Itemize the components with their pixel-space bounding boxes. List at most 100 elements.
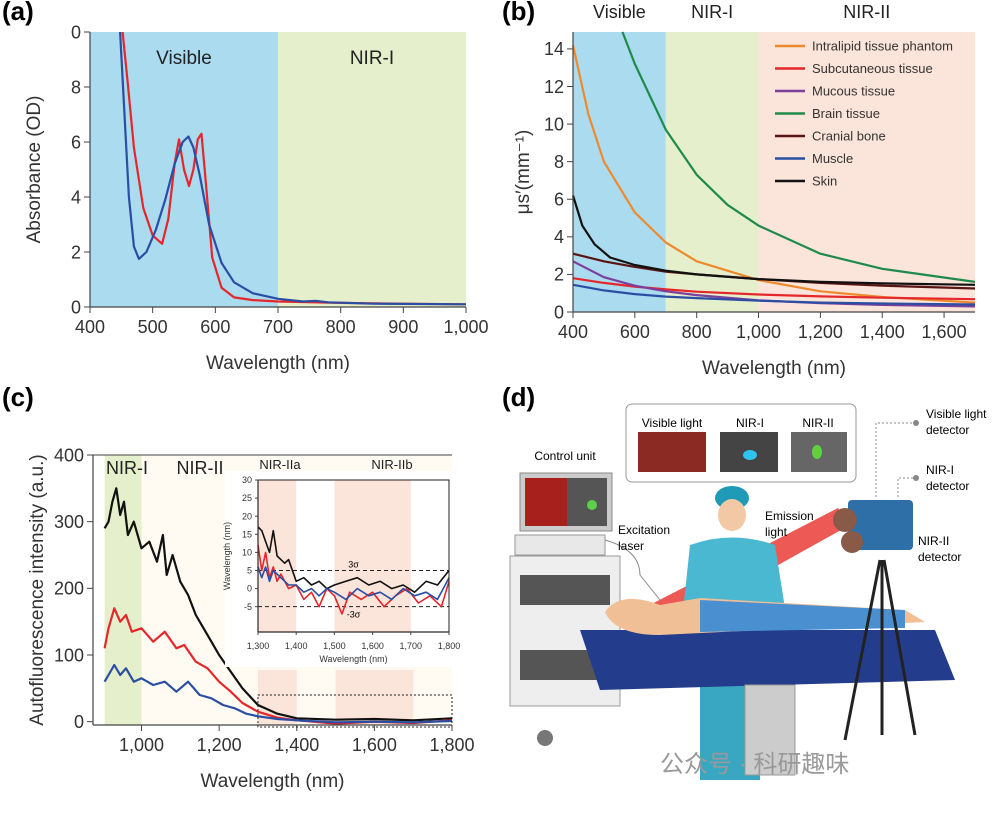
excitation-label: Excitation (618, 523, 670, 537)
y-tick-label: 100 (54, 645, 84, 665)
threshold-label: -3σ (347, 610, 361, 620)
series-line-subcutaneous-tissue (572, 277, 976, 301)
y-tick-label: 4 (71, 187, 81, 207)
x-tick-label: 1,400 (860, 322, 905, 342)
leader-dot (913, 420, 919, 426)
callout-label-nir2: NIR-II (802, 416, 833, 430)
y-tick-label: 10 (544, 114, 564, 134)
detector-label: Visible light (926, 407, 987, 421)
x-tick-label: 1,500 (323, 641, 346, 651)
x-tick-label: 1,300 (247, 641, 270, 651)
y-axis-label: Wavelength (nm) (222, 522, 232, 590)
x-tick-label: 600 (620, 322, 650, 342)
detector-label: detector (918, 550, 961, 564)
detector-label: NIR-I (926, 463, 954, 477)
x-tick-label: 400 (75, 317, 105, 337)
panel-a-chart: Visible NIR-I 400 500 600 700 800 900 1,000 0 2 4 6 8… (24, 22, 489, 374)
region-label: NIR-II (177, 458, 224, 478)
x-tick-label: 500 (138, 317, 168, 337)
x-tick-label: 1,700 (400, 641, 423, 651)
y-tick-label: 2 (554, 265, 564, 285)
x-tick-label: 800 (326, 317, 356, 337)
region-label: Visible (156, 48, 212, 69)
detector-lens (833, 508, 857, 532)
panel-label-a: (a) (2, 0, 34, 26)
y-tick-label: 30 (242, 475, 252, 485)
x-tick-label: 1,000 (119, 735, 164, 755)
x-tick-label: 1,600 (361, 641, 384, 651)
panel-b-chart: Visible NIR-I NIR-II 400 600 800 1,000 1,200 1,4… (513, 2, 976, 379)
y-axis-label: μs′(mm⁻¹) (513, 130, 534, 215)
callout-label-nir1: NIR-I (736, 416, 764, 430)
region-label: NIR-I (106, 458, 148, 478)
x-tick-label: 1,400 (285, 641, 308, 651)
tripod (843, 559, 917, 741)
x-tick-label: 400 (558, 322, 588, 342)
series-line-intralipid-tissue-phantom (571, 44, 976, 304)
x-tick-label: 1,800 (438, 641, 461, 651)
y-tick-label: 25 (242, 493, 252, 503)
series-line (257, 566, 450, 601)
x-tick-label: 1,600 (922, 322, 967, 342)
y-tick-label: 2 (71, 242, 81, 262)
y-tick-label: 300 (54, 512, 84, 532)
panel-label-d: (d) (502, 382, 536, 412)
threshold-label: 3σ (348, 559, 359, 569)
watermark: 公众号 · 科研趣味 (660, 751, 849, 778)
legend-label: Cranial bone (812, 129, 886, 144)
x-tick-label: 700 (263, 317, 293, 337)
x-axis-label: Wavelength (nm) (206, 353, 350, 374)
x-tick-label: 1,400 (274, 735, 319, 755)
series-line-skin (571, 195, 976, 286)
y-tick-label: 0 (554, 302, 564, 322)
legend-label: Intralipid tissue phantom (812, 39, 953, 54)
x-axis-label: Wavelength (nm) (702, 358, 846, 379)
x-tick-label: 600 (200, 317, 230, 337)
y-tick-label: 6 (71, 132, 81, 152)
y-tick-label: 4 (554, 227, 564, 247)
detector-label: NIR-II (918, 534, 949, 548)
x-axis-label: Wavelength (nm) (319, 654, 387, 664)
y-axis-label: Absorbance (OD) (24, 96, 45, 244)
y-tick-label: 12 (544, 77, 564, 97)
region-label: NIR-IIa (259, 457, 301, 472)
region-nir-iib (335, 670, 414, 725)
x-tick-label: 800 (682, 322, 712, 342)
y-tick-label: 10 (242, 548, 252, 558)
x-tick-label: 1,200 (798, 322, 843, 342)
y-tick-label: 8 (554, 152, 564, 172)
region-label: NIR-IIb (371, 457, 412, 472)
series-line (121, 31, 467, 306)
callout-nir1-signal (743, 450, 757, 460)
legend-label: Subcutaneous tissue (812, 61, 933, 76)
y-tick-label: 14 (544, 39, 564, 59)
y-tick-label: -5 (244, 602, 252, 612)
y-tick-label: 15 (242, 529, 252, 539)
y-tick-label: 200 (54, 579, 84, 599)
y-tick-label: 0 (247, 584, 252, 594)
region-label: NIR-I (350, 48, 394, 69)
y-tick-label: 400 (54, 445, 84, 465)
operating-table (580, 630, 955, 690)
fiber-cable (604, 539, 661, 601)
patient-pants (700, 600, 905, 632)
region-visible (573, 32, 666, 312)
region-nir-i (104, 455, 142, 725)
y-axis-label: Autofluorescence intensity (a.u.) (27, 454, 48, 725)
y-tick-label: 8 (71, 77, 81, 97)
emission-label: light (765, 525, 788, 539)
detector-leader-lines (875, 422, 915, 497)
monitor-screen-visible (525, 478, 567, 526)
detector-label: detector (926, 423, 969, 437)
monitor-screen-nir (567, 478, 607, 526)
legend-label: Mucous tissue (812, 84, 895, 99)
y-tick-label: 20 (242, 511, 252, 521)
surgeon-face (718, 499, 746, 531)
panel-label-b: (b) (502, 0, 536, 26)
y-tick-label: 5 (247, 566, 252, 576)
x-tick-label: 1,000 (736, 322, 781, 342)
control-console (514, 534, 606, 556)
zoom-region-box (257, 694, 453, 728)
series-line (257, 526, 450, 593)
